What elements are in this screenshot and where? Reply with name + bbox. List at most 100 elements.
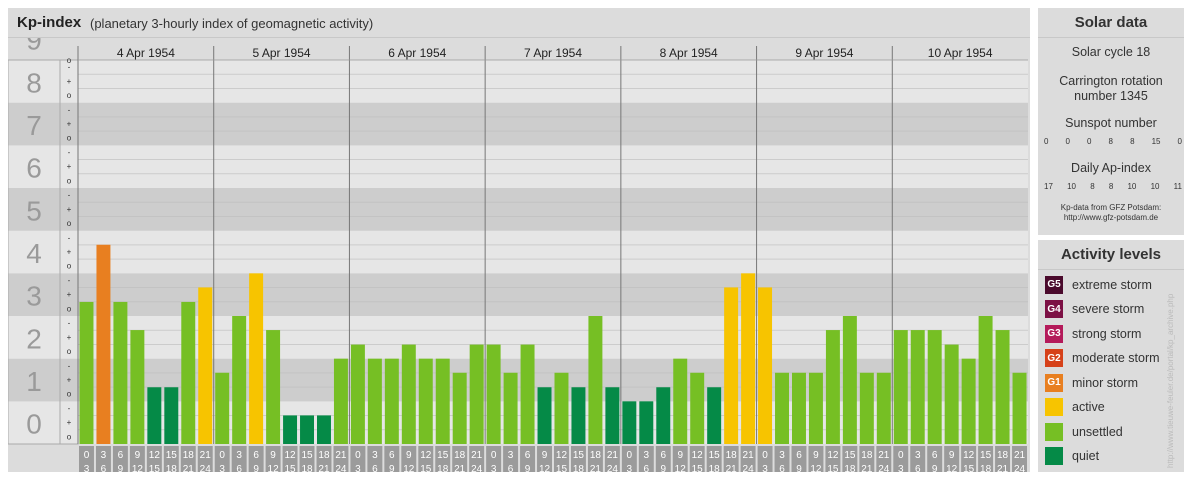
time-start-label: 0: [84, 450, 90, 461]
time-start-label: 6: [932, 450, 938, 461]
time-label-box: [248, 446, 264, 472]
time-start-label: 9: [677, 450, 683, 461]
time-start-label: 3: [236, 450, 242, 461]
y-tick-label: 2: [26, 323, 42, 354]
activity-levels-title: Activity levels: [1038, 240, 1184, 270]
kp-bar: [792, 372, 806, 444]
kp-bar: [995, 330, 1010, 444]
kp-bar: [317, 415, 331, 444]
sub-tick-label: o: [67, 304, 72, 313]
time-label-box: [486, 446, 502, 472]
sunspot-value: 0: [1177, 137, 1182, 146]
time-end-label: 24: [743, 464, 755, 472]
kp-bar: [367, 358, 382, 444]
time-end-label: 3: [898, 464, 904, 472]
activity-level-label: minor storm: [1072, 375, 1138, 390]
kp-bar: [673, 358, 688, 444]
time-label-box: [367, 446, 383, 472]
time-label-box: [842, 446, 858, 472]
kp-bar-chart: 0123456789o+-o+-o+-o+-o+-o+-o+-o+-o+-o4 …: [8, 38, 1028, 472]
time-start-label: 9: [270, 450, 276, 461]
time-start-label: 3: [508, 450, 514, 461]
kp-bar: [690, 372, 705, 444]
time-end-label: 12: [675, 464, 687, 472]
kp-bar: [249, 273, 264, 444]
ap-value: 11: [1173, 182, 1182, 191]
kp-bar: [639, 401, 654, 444]
time-end-label: 21: [726, 464, 738, 472]
sunspot-value: 0: [1087, 137, 1092, 146]
time-start-label: 18: [454, 450, 466, 461]
time-label-box: [95, 446, 111, 472]
kp-band: [8, 316, 1028, 359]
time-label-box: [944, 446, 960, 472]
sub-tick-label: -: [68, 404, 71, 413]
time-label-box: [384, 446, 400, 472]
solar-data-title: Solar data: [1038, 8, 1184, 38]
activity-level-item: G3 strong storm: [1045, 324, 1141, 343]
time-start-label: 0: [898, 450, 904, 461]
sub-tick-label: -: [68, 233, 71, 242]
sunspot-value: 8: [1108, 137, 1113, 146]
kp-bar: [978, 316, 993, 444]
day-label: 6 Apr 1954: [388, 46, 446, 60]
time-label-box: [1012, 446, 1027, 472]
kp-bar: [113, 301, 128, 444]
time-end-label: 12: [132, 464, 144, 472]
time-end-label: 12: [539, 464, 551, 472]
kp-bar: [775, 372, 789, 444]
time-label-box: [197, 446, 213, 472]
time-label-box: [129, 446, 145, 472]
time-end-label: 3: [84, 464, 90, 472]
activity-level-item: G1 minor storm: [1045, 373, 1138, 392]
sub-tick-label: +: [67, 333, 72, 342]
sub-tick-label: +: [67, 77, 72, 86]
sub-tick-label: o: [67, 390, 72, 399]
source-link[interactable]: http://www.gfz-potsdam.de: [1063, 213, 1159, 222]
sub-tick-label: o: [67, 56, 72, 65]
time-end-label: 6: [915, 464, 921, 472]
day-label: 9 Apr 1954: [795, 46, 853, 60]
time-start-label: 6: [660, 450, 666, 461]
time-label-box: [740, 446, 756, 472]
kp-bar: [520, 344, 535, 444]
time-start-label: 9: [135, 450, 141, 461]
time-start-label: 21: [335, 450, 347, 461]
time-end-label: 15: [284, 464, 296, 472]
time-start-label: 15: [980, 450, 992, 461]
sub-tick-label: -: [68, 148, 71, 157]
sub-tick-label: o: [67, 91, 72, 100]
time-end-label: 21: [997, 464, 1009, 472]
time-end-label: 12: [810, 464, 822, 472]
kp-bar: [164, 387, 179, 444]
time-start-label: 0: [762, 450, 768, 461]
activity-level-item: unsettled: [1045, 422, 1123, 441]
time-end-label: 9: [253, 464, 259, 472]
time-end-label: 12: [946, 464, 958, 472]
kp-bar: [825, 330, 840, 444]
time-start-label: 6: [253, 450, 259, 461]
time-start-label: 15: [437, 450, 449, 461]
time-label-box: [537, 446, 552, 472]
activity-level-item: G4 severe storm: [1045, 300, 1144, 319]
time-label-box: [791, 446, 807, 472]
time-label-box: [910, 446, 926, 472]
kp-bar: [283, 415, 298, 444]
time-end-label: 24: [471, 464, 483, 472]
time-label-box: [587, 446, 603, 472]
activity-level-label: extreme storm: [1072, 277, 1152, 292]
y-tick-label: 7: [26, 110, 42, 141]
time-start-label: 12: [149, 450, 161, 461]
y-tick-label: 3: [26, 281, 42, 312]
time-start-label: 6: [525, 450, 531, 461]
kp-bar: [656, 387, 671, 444]
kp-bar: [622, 401, 637, 444]
ap-value: 10: [1150, 182, 1160, 191]
time-start-label: 6: [118, 450, 124, 461]
day-label: 7 Apr 1954: [524, 46, 582, 60]
kp-bar: [741, 273, 756, 444]
time-start-label: 18: [861, 450, 873, 461]
time-end-label: 15: [963, 464, 975, 472]
time-label-box: [774, 446, 790, 472]
time-end-label: 6: [372, 464, 378, 472]
